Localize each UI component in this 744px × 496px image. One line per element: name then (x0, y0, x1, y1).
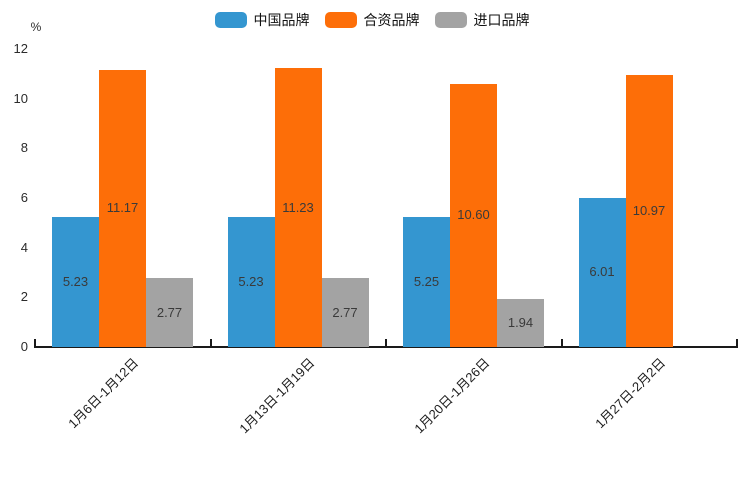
bar-value-label: 11.23 (282, 199, 314, 215)
bar-value-label: 5.23 (62, 274, 89, 290)
y-tick-label: 8 (20, 140, 28, 156)
y-tick-label: 12 (13, 41, 28, 56)
bar (403, 216, 450, 347)
bar (274, 68, 322, 347)
legend-item-3: 进口品牌 (434, 12, 530, 28)
bar-value-label: 2.77 (156, 304, 183, 320)
legend-label: 中国品牌 (253, 12, 310, 28)
bar-value-label: 5.25 (413, 273, 440, 289)
legend-label: 合资品牌 (363, 12, 420, 28)
y-tick-label: 2 (20, 289, 28, 305)
x-category-label: 1月13日-1月19日 (235, 355, 317, 437)
y-tick-label: 10 (13, 90, 28, 106)
bar-value-label: 10.60 (457, 207, 490, 223)
bar (450, 83, 497, 347)
x-axis-tick (34, 339, 36, 348)
bar-value-label: 11.17 (106, 200, 139, 216)
legend-swatch-icon (214, 12, 247, 28)
bar (497, 298, 544, 347)
legend: 中国品牌 合资品牌 进口品牌 (0, 10, 744, 30)
x-axis-tick (560, 339, 563, 348)
y-axis-unit-label: % (30, 20, 42, 34)
bar (52, 217, 99, 347)
x-category-label: 1月20日-1月26日 (411, 355, 493, 437)
legend-item-2: 合资品牌 (324, 12, 420, 28)
x-category-label: 1月6日-1月12日 (65, 355, 142, 432)
bar (321, 278, 369, 347)
bar (578, 197, 626, 347)
bar (99, 69, 146, 347)
x-axis-tick (736, 339, 738, 348)
y-tick-label: 0 (20, 339, 28, 354)
y-tick-label: 4 (20, 239, 28, 255)
legend-item-1: 中国品牌 (214, 12, 310, 28)
bar (227, 217, 275, 347)
x-category-label: 1月27日-2月2日 (591, 355, 668, 432)
y-tick-label: 6 (20, 190, 28, 205)
x-axis-tick (209, 339, 212, 348)
bar-value-label: 2.77 (332, 304, 358, 320)
bar-value-label: 1.94 (507, 314, 534, 330)
bar-value-label: 10.97 (632, 202, 666, 218)
bar (146, 278, 193, 347)
x-axis-tick (385, 339, 387, 348)
bar-value-label: 5.23 (238, 274, 264, 290)
legend-label: 进口品牌 (473, 12, 530, 28)
bar-value-label: 6.01 (589, 264, 615, 280)
legend-swatch-icon (434, 12, 467, 28)
legend-swatch-icon (324, 12, 357, 28)
bar (625, 74, 673, 347)
